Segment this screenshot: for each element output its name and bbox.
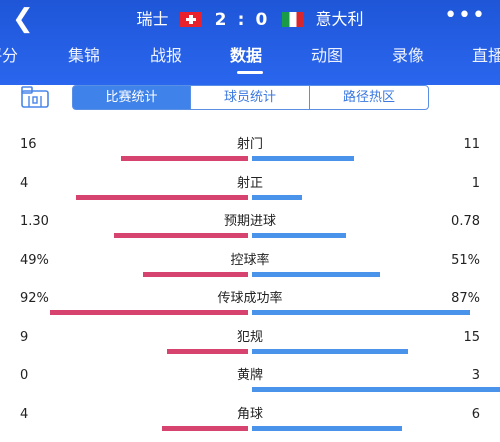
stat-row: 1.30 预期进球 0.78 (0, 213, 500, 249)
away-stat-value: 51% (451, 252, 480, 268)
stat-row: 4 射正 1 (0, 175, 500, 211)
back-chevron-icon[interactable]: ❮ (12, 4, 34, 34)
italy-flag-icon (282, 12, 305, 27)
home-stat-value: 1.30 (20, 214, 49, 229)
away-stat-bar (252, 348, 408, 354)
home-stat-bar (114, 233, 248, 238)
stat-row: 4 角球 6 (0, 406, 500, 442)
away-stat-value: 0.78 (451, 214, 480, 229)
home-stat-value: 4 (20, 406, 29, 422)
active-tab-indicator (237, 71, 263, 74)
stat-row: 16 射门 11 (0, 136, 500, 172)
stat-label: 控球率 (230, 252, 270, 268)
stat-label: 犯规 (236, 329, 263, 345)
away-stat-value: 6 (471, 406, 480, 422)
segment-match-stats[interactable]: 比赛统计 (72, 85, 191, 110)
more-dots-icon[interactable]: ••• (444, 3, 486, 28)
away-stat-value: 87% (451, 291, 480, 306)
home-team-name: 瑞士 (136, 9, 169, 29)
away-team-name: 意大利 (315, 9, 364, 29)
home-stat-value: 9 (20, 329, 29, 345)
home-stat-value: 49% (20, 252, 49, 268)
away-stat-bar (252, 233, 346, 238)
away-stat-value: 11 (463, 137, 480, 152)
stat-label: 射正 (236, 175, 263, 191)
tab-highlights[interactable]: 集锦 (68, 46, 101, 65)
match-title: 瑞士 2 : 0 意大利 (0, 8, 500, 31)
away-stat-value: 15 (463, 329, 480, 345)
tab-gifs[interactable]: 动图 (311, 46, 344, 65)
away-score: 0 (255, 9, 270, 30)
tab-replay[interactable]: 录像 (392, 46, 425, 65)
stat-label: 角球 (236, 406, 263, 422)
home-stat-value: 4 (20, 175, 29, 191)
home-stat-bar (167, 348, 248, 354)
home-stat-value: 16 (20, 137, 37, 152)
away-stat-bar (252, 156, 354, 161)
stat-row: 9 犯规 15 (0, 329, 500, 365)
stat-label: 射门 (236, 137, 263, 152)
score-separator: : (237, 9, 247, 30)
stat-label: 传球成功率 (217, 291, 283, 306)
tab-rating[interactable]: 评分 (0, 46, 19, 65)
away-stat-value: 3 (471, 368, 480, 383)
match-tabs: 评分 集锦 战报 数据 动图 录像 直播 (0, 44, 500, 74)
away-stat-bar (252, 194, 302, 200)
stats-subbar: 比赛统计 球员统计 路径热区 (0, 85, 500, 113)
segment-heat-zones[interactable]: 路径热区 (309, 85, 429, 110)
tab-report[interactable]: 战报 (150, 46, 183, 65)
home-stat-bar (50, 310, 248, 315)
home-score: 2 (214, 9, 229, 30)
home-stat-bar (121, 156, 248, 161)
home-stat-value: 92% (20, 291, 49, 306)
stat-label: 预期进球 (223, 214, 276, 229)
segment-player-stats[interactable]: 球员统计 (190, 85, 310, 110)
away-stat-value: 1 (471, 175, 480, 191)
stat-row: 0 黄牌 3 (0, 367, 500, 403)
tab-live[interactable]: 直播 (472, 46, 500, 65)
stat-row: 92% 传球成功率 87% (0, 290, 500, 326)
stats-panel-icon[interactable] (20, 85, 50, 109)
away-stat-bar (252, 271, 380, 277)
away-stat-bar (252, 425, 402, 431)
home-stat-value: 0 (20, 368, 29, 383)
away-stat-bar (252, 310, 470, 315)
home-stat-bar (76, 194, 248, 200)
stat-row: 49% 控球率 51% (0, 252, 500, 288)
switzerland-flag-icon (179, 12, 202, 27)
stat-label: 黄牌 (236, 368, 263, 383)
home-stat-bar (162, 425, 248, 431)
home-stat-bar (143, 271, 248, 277)
match-header: ❮ 瑞士 2 : 0 意大利 ••• 评分 集锦 战报 数据 动图 录像 直播 (0, 0, 500, 85)
away-stat-bar (252, 387, 500, 392)
tab-data[interactable]: 数据 (230, 46, 263, 65)
